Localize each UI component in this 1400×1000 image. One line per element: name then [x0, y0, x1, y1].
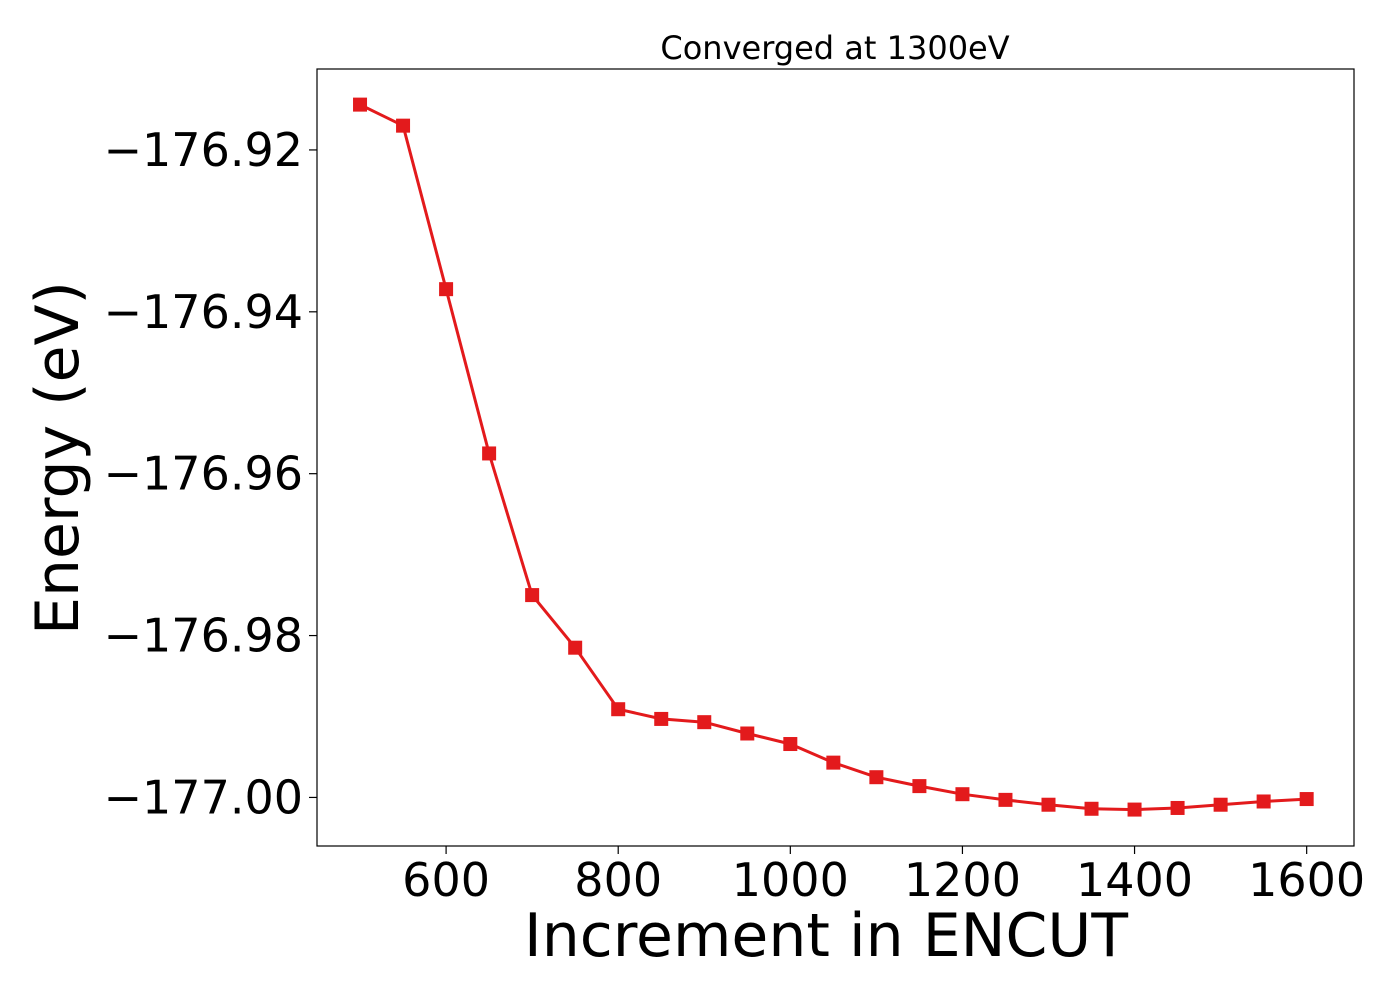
data-point-marker	[525, 588, 540, 603]
data-point-marker	[439, 282, 454, 297]
data-point-marker	[1213, 797, 1228, 812]
data-point-marker	[482, 446, 497, 461]
data-point-marker	[1299, 792, 1314, 807]
x-tick-label: 800	[574, 853, 662, 907]
y-axis-label: Energy (eV)	[23, 281, 93, 635]
data-point-marker	[955, 787, 970, 802]
plot-frame	[316, 68, 1355, 847]
y-tick-label: −177.00	[104, 770, 304, 824]
series-layer	[353, 97, 1314, 817]
x-tick-label: 600	[402, 853, 490, 907]
y-tick-label: −176.96	[104, 447, 304, 501]
data-point-marker	[869, 770, 884, 785]
data-point-marker	[740, 726, 755, 741]
data-point-marker	[1256, 794, 1271, 809]
y-tick-label: −176.92	[104, 123, 304, 177]
x-axis-label: Increment in ENCUT	[524, 901, 1128, 971]
x-tick-label: 1400	[1076, 853, 1193, 907]
data-point-marker	[353, 97, 368, 112]
data-point-marker	[1127, 802, 1142, 817]
data-point-marker	[998, 792, 1013, 807]
data-point-marker	[783, 737, 798, 752]
chart-title: Converged at 1300eV	[660, 29, 1009, 67]
x-tick-label: 1000	[732, 853, 849, 907]
data-point-marker	[1084, 801, 1099, 816]
x-tick-label: 1200	[904, 853, 1021, 907]
data-point-marker	[611, 702, 626, 717]
data-point-marker	[826, 755, 841, 770]
y-tick-label: −176.94	[104, 285, 304, 339]
series-line	[359, 103, 1307, 812]
data-point-marker	[1170, 800, 1185, 815]
data-point-marker	[654, 711, 669, 726]
data-point-marker	[396, 118, 411, 133]
data-point-marker	[697, 715, 712, 730]
x-tick-label: 1600	[1248, 853, 1365, 907]
data-point-marker	[912, 779, 927, 794]
data-point-marker	[568, 640, 583, 655]
y-axis: −176.92 −176.94 −176.96 −176.98 −177.00	[104, 123, 317, 824]
y-tick-label: −176.98	[104, 609, 304, 663]
x-axis: 600 800 1000 1200 1400 1600	[402, 846, 1365, 907]
data-point-marker	[1041, 797, 1056, 812]
